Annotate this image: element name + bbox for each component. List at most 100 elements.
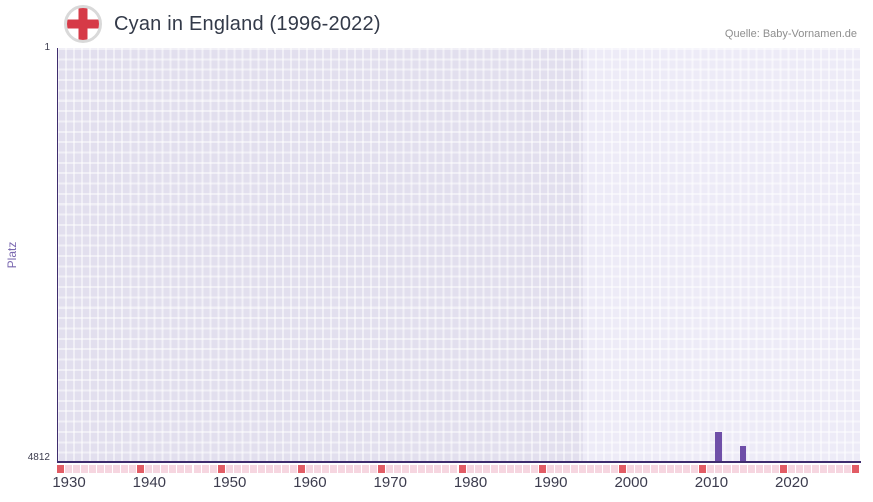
year-strip-cell [707,465,715,473]
year-strip-cell [699,465,707,473]
year-strip-cell [787,465,795,473]
year-strip-cell [530,465,538,473]
year-strip-cell [514,465,522,473]
year-strip-cell [715,465,723,473]
year-strip-cell [321,465,329,473]
year-strip-cell [137,465,145,473]
bar-2014 [739,446,747,462]
year-strip-cell [522,465,530,473]
flag-cross-vertical [78,8,88,40]
year-strip-cell [595,465,603,473]
x-tick-label-1970: 1970 [373,474,407,491]
plot-grid [57,48,860,462]
year-strip-cell [57,465,65,473]
year-strip-cell [450,465,458,473]
year-strip-cell [281,465,289,473]
year-strip-cell [691,465,699,473]
year-strip-cell [426,465,434,473]
year-strip-cell [731,465,739,473]
year-strip-cell [827,465,835,473]
year-strip-cell [603,465,611,473]
year-strip-cell [297,465,305,473]
year-strip-cell [73,465,81,473]
year-strip-cell [771,465,779,473]
year-strip-cell [249,465,257,473]
year-strip-cell [538,465,546,473]
england-flag-icon [64,5,102,43]
year-strip-cell [667,465,675,473]
x-tick-label-1950: 1950 [212,474,247,491]
year-strip-cell [586,465,594,473]
year-strip-cell [153,465,161,473]
y-axis-title: Platz [5,241,19,269]
year-strip-cell [233,465,241,473]
year-strip-cell [265,465,273,473]
year-strip-cell [851,465,859,473]
year-strip-cell [627,465,635,473]
year-strip-cell [843,465,851,473]
year-strip-cell [659,465,667,473]
year-strip-cell [378,465,386,473]
year-strip-cell [570,465,578,473]
year-strip-cell [739,465,747,473]
year-strip-cell [161,465,169,473]
year-strip-cell [795,465,803,473]
page-title: Cyan in England (1996-2022) [114,13,381,35]
year-strip-cell [578,465,586,473]
year-strip-cell [217,465,225,473]
year-strip-cell [193,465,201,473]
year-strip-cell [482,465,490,473]
year-strip-cell [819,465,827,473]
plot-area [57,48,860,462]
x-tick-label-1960: 1960 [293,474,327,491]
year-strip-cell [562,465,570,473]
year-strip-cell [546,465,554,473]
source-attribution: Quelle: Baby-Vornamen.de [724,28,857,40]
year-strip-cell [241,465,249,473]
x-tick-label-1930: 1930 [52,474,86,491]
year-strip-cell [89,465,97,473]
year-strip-cell [675,465,683,473]
year-strip-cell [506,465,514,473]
year-strip-cell [803,465,811,473]
year-strip-cell [65,465,73,473]
year-strip-cell [185,465,193,473]
year-strip-cell [651,465,659,473]
year-strip-cell [97,465,105,473]
year-strip-cell [683,465,691,473]
y-axis-bottom-label: 4812 [27,452,50,463]
year-strip-cell [209,465,217,473]
year-strip-cell [619,465,627,473]
x-tick-label-1990: 1990 [534,474,568,491]
year-strip-cell [145,465,153,473]
year-strip-cell [81,465,89,473]
year-strip-cell [225,465,233,473]
year-strip-cell [755,465,763,473]
year-strip-cell [394,465,402,473]
year-strip-cell [835,465,843,473]
year-strip-cell [747,465,755,473]
y-axis-top-label: 1 [44,42,50,53]
year-strip-cell [498,465,506,473]
year-strip-cell [490,465,498,473]
x-tick-labels: 1930 1940 1950 1960 1970 1980 1990 2000 2010 2020 [0,474,873,494]
x-tick-label-2020: 2020 [775,474,809,491]
year-strip-cell [474,465,482,473]
year-strip-cell [113,465,121,473]
year-strip-cell [554,465,562,473]
year-strip-cell [354,465,362,473]
year-strip-cell [177,465,185,473]
bars-layer [57,48,860,462]
year-strip-cell [346,465,354,473]
year-strip-cell [338,465,346,473]
year-strip-cell [442,465,450,473]
year-strip-cell [362,465,370,473]
year-strip-cell [105,465,113,473]
year-strip-cell [635,465,643,473]
year-strip-cell [273,465,281,473]
year-strip-cell [779,465,787,473]
x-tick-label-2000: 2000 [614,474,648,491]
year-strip-cell [458,465,466,473]
x-tick-label-2010: 2010 [694,474,729,491]
year-strip-cell [643,465,651,473]
